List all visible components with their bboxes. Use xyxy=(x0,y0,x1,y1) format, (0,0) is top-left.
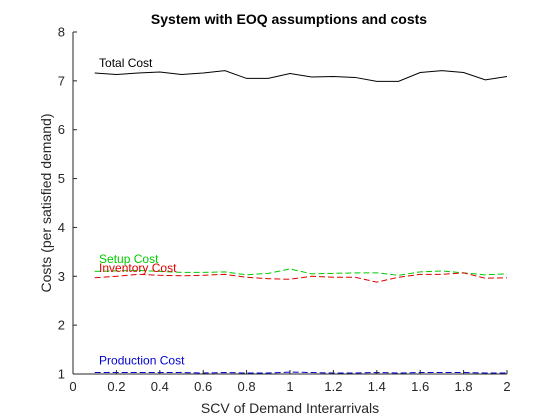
series-line-setup-cost xyxy=(94,268,508,276)
x-tick-label: 0.6 xyxy=(194,379,212,394)
y-axis-title: Costs (per satisfied demand) xyxy=(38,114,54,293)
plot-area xyxy=(73,32,507,374)
y-tick-label: 1 xyxy=(58,367,65,382)
series-line-inventory-cost xyxy=(94,272,508,283)
series-line-total-cost xyxy=(94,70,508,82)
x-tick-label: 0.2 xyxy=(107,379,125,394)
x-tick-label: 2 xyxy=(503,379,510,394)
annotation-inventory-cost: Inventory Cost xyxy=(99,261,177,275)
y-tick-label: 5 xyxy=(58,171,65,186)
annotation-setup-cost: Setup Cost xyxy=(99,252,159,266)
series-layer xyxy=(94,70,508,374)
x-tick-label: 0.4 xyxy=(151,379,169,394)
annotation-total-cost: Total Cost xyxy=(99,56,153,70)
x-tick-label: 1.2 xyxy=(324,379,342,394)
x-tick-label: 1 xyxy=(286,379,293,394)
y-tick-label: 7 xyxy=(58,73,65,88)
series-line-production-cost xyxy=(94,371,507,374)
y-tick-label: 4 xyxy=(58,220,65,235)
x-tick-label: 1.4 xyxy=(368,379,386,394)
x-tick-label: 1.8 xyxy=(455,379,473,394)
chart-title: System with EOQ assumptions and costs xyxy=(151,11,427,27)
x-tick-label: 1.6 xyxy=(411,379,429,394)
x-tick-label: 0.8 xyxy=(238,379,256,394)
annotation-production-cost: Production Cost xyxy=(99,354,185,368)
y-tick-label: 2 xyxy=(58,318,65,333)
x-tick-label: 0 xyxy=(69,379,76,394)
y-tick-label: 6 xyxy=(58,122,65,137)
y-tick-label: 3 xyxy=(58,269,65,284)
axes-layer: 0 0.2 0.4 0.6 0.8 1 1.2 1.4 1.6 1.8 2 1 2 3 4 5 6 7 8 xyxy=(58,25,511,395)
x-axis-title: SCV of Demand Interarrivals xyxy=(201,400,379,416)
y-tick-label: 8 xyxy=(58,25,65,40)
